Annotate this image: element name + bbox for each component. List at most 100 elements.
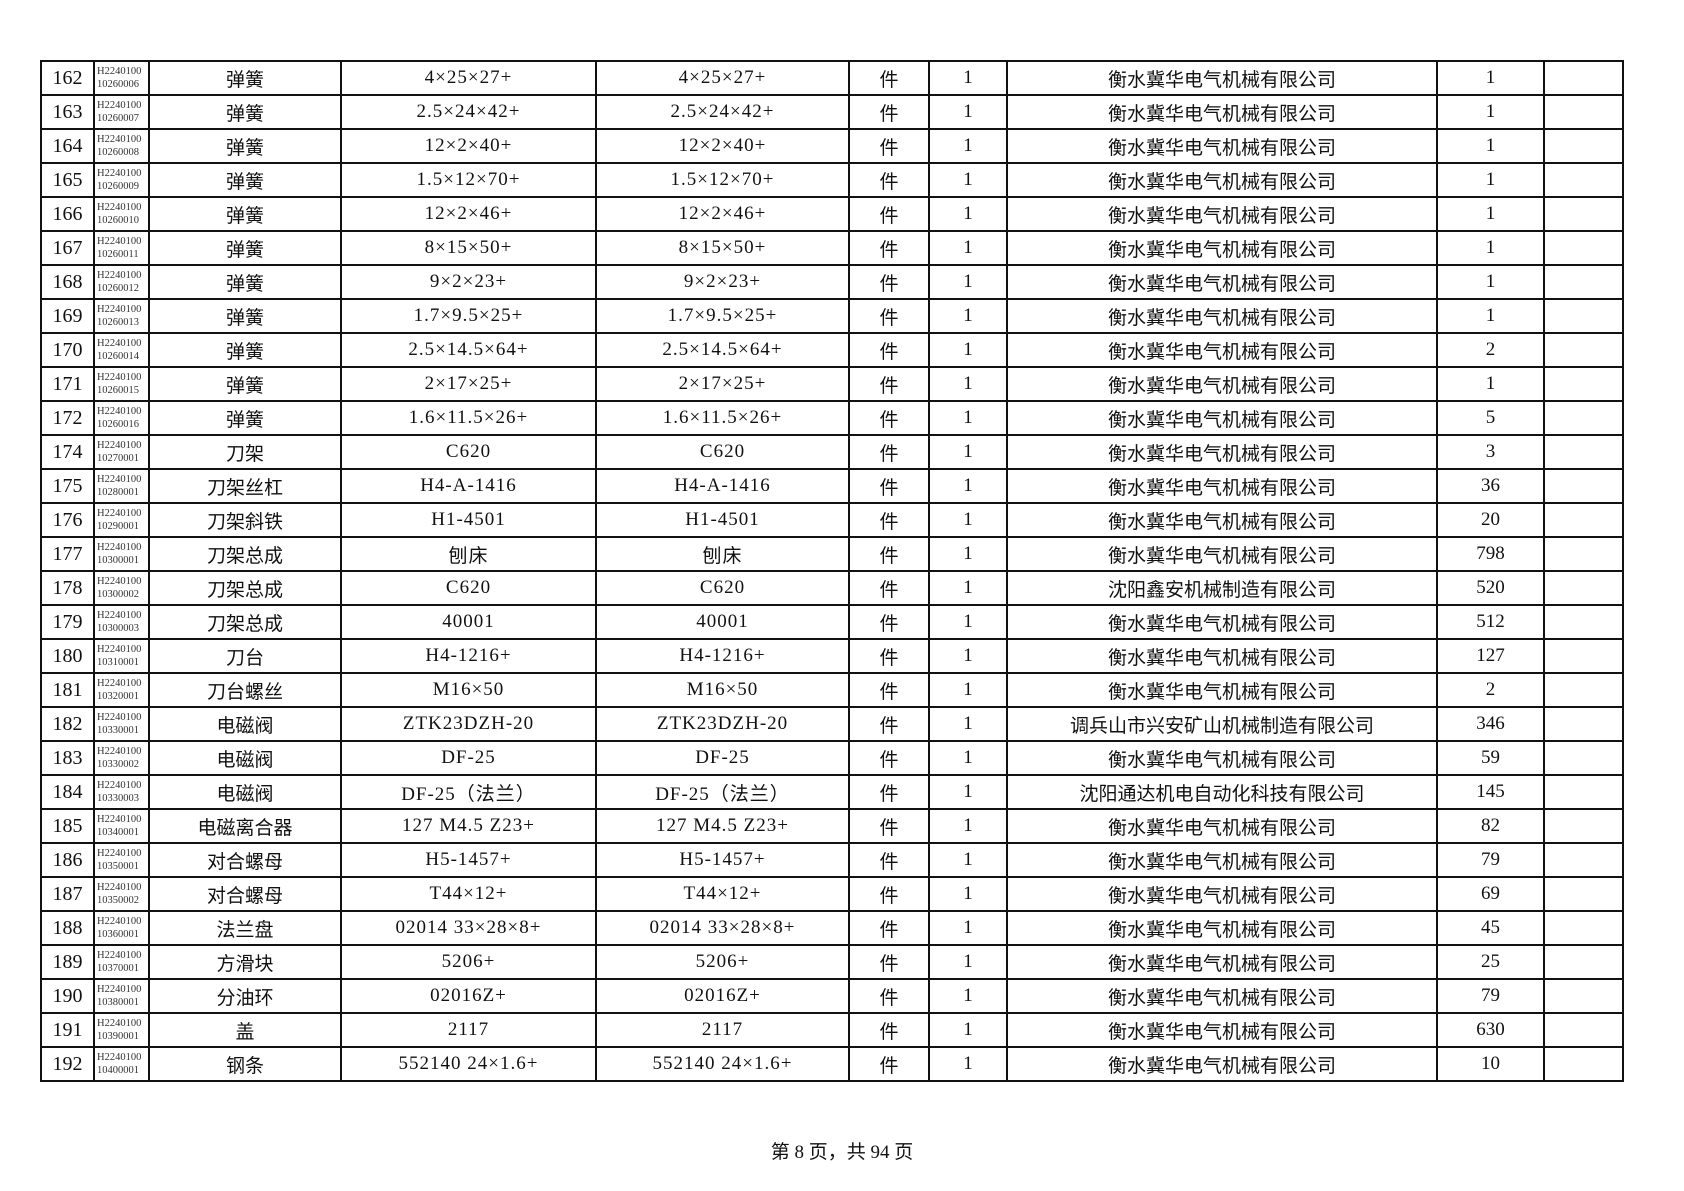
remark-cell <box>1543 808 1624 844</box>
table-row: 177 H2240100 10300001 刀架总成 刨床 刨床件 1 衡水冀华电气机械有限公… <box>40 536 1624 572</box>
quantity-cell: 1 <box>928 774 1008 810</box>
row-number-cell: 177 <box>40 536 95 572</box>
supplier-cell: 衡水冀华电气机械有限公司 <box>1006 468 1438 504</box>
remark-cell <box>1543 876 1624 912</box>
quantity-cell: 1 <box>928 604 1008 640</box>
supplier-cell: 衡水冀华电气机械有限公司 <box>1006 740 1438 776</box>
item-code-line-2: 10350002 <box>97 895 139 906</box>
item-name-cell: 电磁阀 <box>148 774 342 810</box>
supplier-cell: 衡水冀华电气机械有限公司 <box>1006 876 1438 912</box>
item-code-line-2: 10400001 <box>97 1065 139 1076</box>
item-code-cell: H2240100 10260011 <box>93 230 150 266</box>
item-code-cell: H2240100 10260013 <box>93 298 150 334</box>
item-code-cell: H2240100 10350001 <box>93 842 150 878</box>
item-name-cell: 法兰盘 <box>148 910 342 946</box>
specification-cell: H5-1457+ <box>340 842 597 878</box>
supplier-cell: 衡水冀华电气机械有限公司 <box>1006 978 1438 1014</box>
specification-cell: 40001 <box>340 604 597 640</box>
item-code-line-2: 10260014 <box>97 351 139 362</box>
item-name-cell: 刀台 <box>148 638 342 674</box>
row-number-cell: 163 <box>40 94 95 130</box>
item-name-cell: 钢条 <box>148 1046 342 1082</box>
item-code-line-1: H2240100 <box>97 474 142 485</box>
item-name-cell: 方滑块 <box>148 944 342 980</box>
row-number-cell: 186 <box>40 842 95 878</box>
item-code-line-2: 10260011 <box>97 249 139 260</box>
table-row: 188 H2240100 10360001 法兰盘 02014 33×28×8+ 0201… <box>40 910 1624 946</box>
item-code-line-1: H2240100 <box>97 576 142 587</box>
quantity-cell: 1 <box>928 264 1008 300</box>
amount-cell: 5 <box>1436 400 1545 436</box>
item-code-cell: H2240100 10360001 <box>93 910 150 946</box>
unit-cell: 件 <box>848 536 930 572</box>
item-code-line-2: 10300003 <box>97 623 139 634</box>
row-number-cell: 190 <box>40 978 95 1014</box>
supplier-cell: 衡水冀华电气机械有限公司 <box>1006 1012 1438 1048</box>
quantity-cell: 1 <box>928 740 1008 776</box>
unit-cell: 件 <box>848 264 930 300</box>
item-code-cell: H2240100 10260010 <box>93 196 150 232</box>
row-number-cell: 178 <box>40 570 95 606</box>
quantity-cell: 1 <box>928 910 1008 946</box>
specification-cell: 2.5×14.5×64+ <box>340 332 597 368</box>
supplier-cell: 衡水冀华电气机械有限公司 <box>1006 162 1438 198</box>
item-name-cell: 弹簧 <box>148 298 342 334</box>
remark-cell <box>1543 910 1624 946</box>
supplier-cell: 衡水冀华电气机械有限公司 <box>1006 536 1438 572</box>
item-code-line-1: H2240100 <box>97 338 142 349</box>
model-cell: DF-25（法兰） <box>595 774 850 810</box>
row-number-cell: 188 <box>40 910 95 946</box>
remark-cell <box>1543 162 1624 198</box>
item-code-line-2: 10260009 <box>97 181 139 192</box>
unit-cell: 件 <box>848 94 930 130</box>
specification-cell: H4-A-1416 <box>340 468 597 504</box>
item-code-line-2: 10370001 <box>97 963 139 974</box>
unit-cell: 件 <box>848 808 930 844</box>
remark-cell <box>1543 604 1624 640</box>
remark-cell <box>1543 366 1624 402</box>
supplier-cell: 衡水冀华电气机械有限公司 <box>1006 366 1438 402</box>
quantity-cell: 1 <box>928 298 1008 334</box>
specification-cell: 2.5×24×42+ <box>340 94 597 130</box>
amount-cell: 79 <box>1436 842 1545 878</box>
specification-cell: T44×12+ <box>340 876 597 912</box>
quantity-cell: 1 <box>928 570 1008 606</box>
amount-cell: 520 <box>1436 570 1545 606</box>
table-row: 164 H2240100 10260008 弹簧 12×2×40+ 12×2×40+ 件 1 衡… <box>40 128 1624 164</box>
supplier-cell: 衡水冀华电气机械有限公司 <box>1006 944 1438 980</box>
unit-cell: 件 <box>848 672 930 708</box>
remark-cell <box>1543 672 1624 708</box>
specification-cell: M16×50 <box>340 672 597 708</box>
item-code-line-1: H2240100 <box>97 134 142 145</box>
item-name-cell: 电磁离合器 <box>148 808 342 844</box>
amount-cell: 1 <box>1436 128 1545 164</box>
row-number-cell: 192 <box>40 1046 95 1082</box>
table-row: 167 H2240100 10260011 弹簧 8×15×50+ 8×15×50+ 件 1 衡… <box>40 230 1624 266</box>
remark-cell <box>1543 94 1624 130</box>
unit-cell: 件 <box>848 400 930 436</box>
unit-cell: 件 <box>848 638 930 674</box>
item-code-cell: H2240100 10260012 <box>93 264 150 300</box>
specification-cell: 552140 24×1.6+ <box>340 1046 597 1082</box>
item-code-line-1: H2240100 <box>97 440 142 451</box>
item-code-line-1: H2240100 <box>97 202 142 213</box>
unit-cell: 件 <box>848 196 930 232</box>
item-name-cell: 弹簧 <box>148 94 342 130</box>
quantity-cell: 1 <box>928 876 1008 912</box>
item-name-cell: 弹簧 <box>148 264 342 300</box>
model-cell: 1.6×11.5×26+ <box>595 400 850 436</box>
item-name-cell: 弹簧 <box>148 128 342 164</box>
amount-cell: 630 <box>1436 1012 1545 1048</box>
amount-cell: 25 <box>1436 944 1545 980</box>
specification-cell: 12×2×46+ <box>340 196 597 232</box>
row-number-cell: 180 <box>40 638 95 674</box>
remark-cell <box>1543 706 1624 742</box>
table-row: 179 H2240100 10300003 刀架总成 40001 40001 件 1 衡水冀华电… <box>40 604 1624 640</box>
table-row: 165 H2240100 10260009 弹簧 1.5×12×70+ 1.5×12×70… <box>40 162 1624 198</box>
specification-cell: C620 <box>340 570 597 606</box>
remark-cell <box>1543 774 1624 810</box>
specification-cell: 127 M4.5 Z23+ <box>340 808 597 844</box>
item-name-cell: 弹簧 <box>148 400 342 436</box>
item-code-cell: H2240100 10330003 <box>93 774 150 810</box>
supplier-cell: 衡水冀华电气机械有限公司 <box>1006 808 1438 844</box>
